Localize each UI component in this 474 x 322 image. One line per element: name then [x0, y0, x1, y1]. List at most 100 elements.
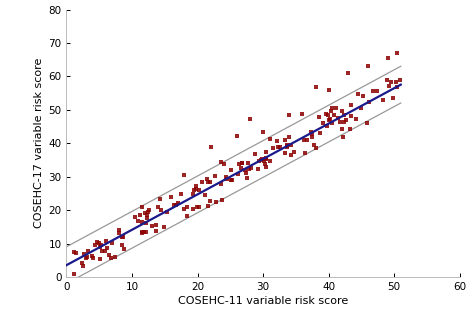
Point [319, 120, 327, 126]
Point [363, 120, 371, 125]
Point [152, 229, 160, 234]
Point [206, 180, 214, 185]
Point [160, 224, 168, 229]
Point [84, 248, 92, 253]
Point [347, 113, 355, 118]
Point [173, 202, 180, 207]
Point [276, 145, 283, 150]
Point [283, 145, 291, 150]
Point [299, 112, 306, 117]
Point [337, 119, 344, 124]
Point [281, 150, 289, 155]
Point [205, 203, 212, 208]
Point [96, 244, 104, 250]
Point [98, 248, 106, 253]
Point [138, 204, 146, 210]
Point [73, 251, 80, 256]
Point [244, 175, 251, 181]
Point [190, 188, 198, 193]
Point [392, 80, 400, 85]
Point [263, 156, 270, 161]
Point [255, 158, 263, 163]
Point [236, 162, 243, 167]
Point [170, 202, 178, 207]
Point [338, 108, 346, 113]
Point [157, 207, 164, 213]
Point [228, 177, 236, 182]
Point [192, 184, 200, 189]
Point [247, 166, 255, 171]
Point [195, 188, 202, 193]
Y-axis label: COSEHC-17 variable risk score: COSEHC-17 variable risk score [34, 58, 44, 229]
Point [383, 77, 391, 82]
Point [78, 260, 85, 265]
Point [155, 204, 162, 209]
Point [203, 176, 211, 181]
Point [220, 161, 228, 166]
Point [394, 51, 401, 56]
Point [143, 212, 151, 217]
Point [266, 137, 273, 142]
Point [111, 255, 118, 260]
X-axis label: COSEHC-11 variable risk score: COSEHC-11 variable risk score [178, 296, 348, 306]
Point [91, 243, 99, 248]
Point [307, 130, 315, 135]
Point [352, 117, 360, 122]
Point [300, 138, 308, 143]
Point [109, 241, 116, 246]
Point [105, 252, 113, 257]
Point [340, 113, 347, 118]
Point [397, 78, 404, 83]
Point [204, 179, 211, 185]
Point [312, 146, 320, 151]
Point [262, 149, 269, 155]
Point [218, 198, 226, 203]
Point [181, 172, 188, 177]
Point [206, 198, 214, 204]
Point [281, 138, 288, 143]
Point [180, 207, 187, 212]
Point [201, 193, 209, 198]
Point [118, 243, 126, 248]
Point [244, 160, 252, 165]
Point [274, 144, 282, 149]
Point [193, 205, 201, 210]
Point [384, 56, 392, 61]
Point [90, 256, 97, 261]
Point [228, 167, 235, 172]
Point [142, 230, 150, 235]
Point [224, 176, 231, 181]
Point [102, 238, 109, 243]
Point [387, 79, 394, 84]
Point [301, 150, 309, 155]
Point [238, 161, 246, 166]
Point [393, 85, 401, 90]
Point [118, 234, 126, 239]
Point [115, 228, 123, 233]
Point [141, 210, 149, 215]
Point [251, 152, 259, 157]
Point [242, 167, 249, 173]
Point [325, 112, 332, 117]
Point [369, 89, 376, 94]
Point [364, 63, 372, 68]
Point [339, 135, 347, 140]
Point [140, 229, 148, 234]
Point [138, 230, 146, 235]
Point [120, 246, 128, 251]
Point [195, 204, 202, 209]
Point [258, 156, 266, 161]
Point [328, 121, 336, 126]
Point [88, 254, 96, 259]
Point [261, 161, 268, 166]
Point [217, 160, 225, 165]
Point [373, 88, 380, 93]
Point [312, 85, 319, 90]
Point [237, 166, 245, 171]
Point [235, 172, 242, 177]
Point [386, 83, 393, 89]
Point [288, 152, 295, 157]
Point [310, 142, 318, 147]
Point [144, 215, 151, 220]
Point [266, 158, 274, 163]
